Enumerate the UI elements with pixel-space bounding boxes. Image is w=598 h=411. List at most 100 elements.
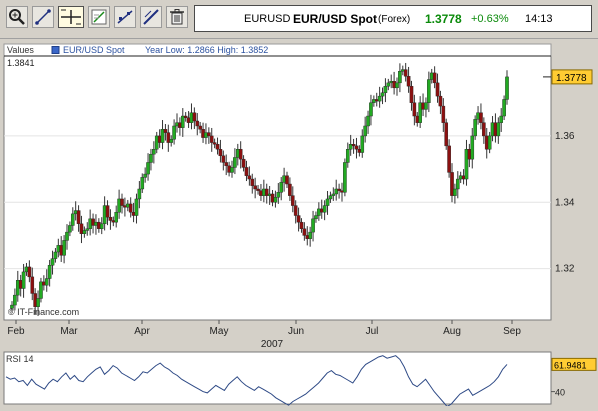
- candle-body: [438, 95, 443, 107]
- chart-style-tool[interactable]: [88, 6, 110, 28]
- crosshair-tool-icon: [61, 9, 81, 25]
- y-tick-label: 1.32: [555, 264, 575, 275]
- candle-body: [432, 72, 437, 84]
- candle-body: [406, 76, 411, 87]
- candle-body: [322, 205, 327, 213]
- candle-body: [470, 135, 475, 160]
- candle-body: [302, 228, 307, 236]
- candle-body: [250, 178, 255, 186]
- candle-body: [108, 216, 113, 221]
- candle-body: [47, 265, 52, 279]
- candle-body: [293, 205, 298, 216]
- candle-body: [39, 281, 43, 299]
- candle-body: [50, 258, 55, 266]
- values-label: Values: [7, 45, 34, 55]
- candle-body: [299, 221, 304, 229]
- draw-line-tool-icon: [35, 9, 51, 25]
- candle-body: [137, 188, 142, 200]
- candle-body: [146, 162, 150, 175]
- main-pane: [3, 43, 552, 321]
- candle-body: [149, 153, 153, 163]
- candle-body: [247, 175, 252, 180]
- zoom-tool[interactable]: [6, 6, 28, 28]
- candle-body: [215, 144, 220, 150]
- x-tick-label: Aug: [443, 326, 461, 337]
- trend-tool[interactable]: [114, 6, 136, 28]
- candle-body: [85, 228, 90, 231]
- quote-market: (Forex): [378, 14, 411, 25]
- candle-body: [99, 223, 104, 229]
- candle-body: [383, 85, 388, 94]
- series-swatch: [51, 46, 60, 54]
- candle-body: [447, 145, 451, 173]
- candle-body: [70, 213, 75, 226]
- rsi-current-marker: [551, 357, 597, 371]
- candle-body: [354, 145, 359, 150]
- toolbar: EURUSD EUR/USD Spot (Forex) 1.3778 +0.63…: [0, 0, 598, 39]
- candle-body: [288, 183, 292, 196]
- series-name: EUR/USD Spot: [63, 45, 125, 55]
- candle-body: [105, 205, 110, 218]
- last-price-label: 1.3778: [556, 73, 587, 84]
- y-tick-label: 1.34: [555, 197, 575, 208]
- candle-body: [82, 230, 87, 234]
- candle-body: [351, 144, 356, 147]
- crosshair-tool[interactable]: [58, 6, 84, 28]
- x-tick-label: Feb: [7, 326, 25, 337]
- candle-body: [369, 102, 373, 117]
- candle-body: [207, 132, 211, 137]
- candle-body: [386, 82, 391, 87]
- x-tick-label: May: [210, 326, 229, 337]
- draw-line-tool[interactable]: [32, 6, 54, 28]
- candle-body: [172, 125, 176, 140]
- candle-body: [308, 231, 312, 239]
- watermark: © IT-Finance.com: [8, 307, 79, 317]
- candle-body: [27, 266, 32, 278]
- candle-body: [473, 119, 477, 137]
- candle-body: [311, 218, 315, 233]
- candle-body: [143, 173, 147, 178]
- candle-body: [238, 148, 243, 160]
- chart-area[interactable]: Values EUR/USD Spot Year Low: 1.2866 Hig…: [0, 41, 598, 411]
- candle-body: [30, 276, 35, 294]
- candle-body: [441, 105, 446, 123]
- candle-body: [343, 162, 347, 193]
- quote-symbol: EURUSD: [244, 13, 291, 25]
- candle-body: [502, 99, 506, 117]
- candle-body: [435, 82, 440, 97]
- candle-body: [427, 79, 431, 103]
- candle-body: [114, 212, 119, 223]
- candle-body: [209, 135, 214, 143]
- candle-body: [256, 188, 260, 191]
- rsi-current-label: 61.9481: [554, 360, 587, 370]
- candle-body: [212, 142, 217, 145]
- candle-body: [218, 148, 223, 157]
- candle-body: [65, 231, 69, 241]
- zoom-tool-icon: [9, 9, 25, 25]
- candle-body: [496, 122, 501, 137]
- price-chart[interactable]: Values EUR/USD Spot Year Low: 1.2866 Hig…: [0, 41, 598, 408]
- candle-body: [366, 115, 370, 127]
- candle-body: [264, 188, 269, 196]
- candle-body: [36, 298, 40, 307]
- candle-body: [479, 112, 483, 123]
- quote-change: +0.63%: [471, 13, 509, 25]
- rsi-label: RSI 14: [6, 354, 34, 364]
- candle-body: [183, 115, 188, 118]
- candle-body: [13, 294, 17, 306]
- candle-body: [377, 95, 382, 102]
- candle-body: [360, 135, 365, 153]
- quote-panel: EURUSD EUR/USD Spot (Forex) 1.3778 +0.63…: [194, 5, 592, 32]
- candle-body: [198, 125, 202, 130]
- year-range-stats: Year Low: 1.2866 High: 1.3852: [145, 45, 268, 55]
- pen-tool[interactable]: [140, 6, 162, 28]
- delete-tool[interactable]: [166, 6, 188, 28]
- candle-body: [296, 215, 301, 223]
- candle-body: [76, 210, 81, 225]
- candle-body: [325, 198, 330, 206]
- candle-body: [331, 193, 336, 196]
- max-hline-label: 1.3841: [7, 58, 35, 68]
- candle-body: [221, 155, 226, 163]
- candle-body: [241, 158, 246, 168]
- candle-body: [453, 188, 457, 196]
